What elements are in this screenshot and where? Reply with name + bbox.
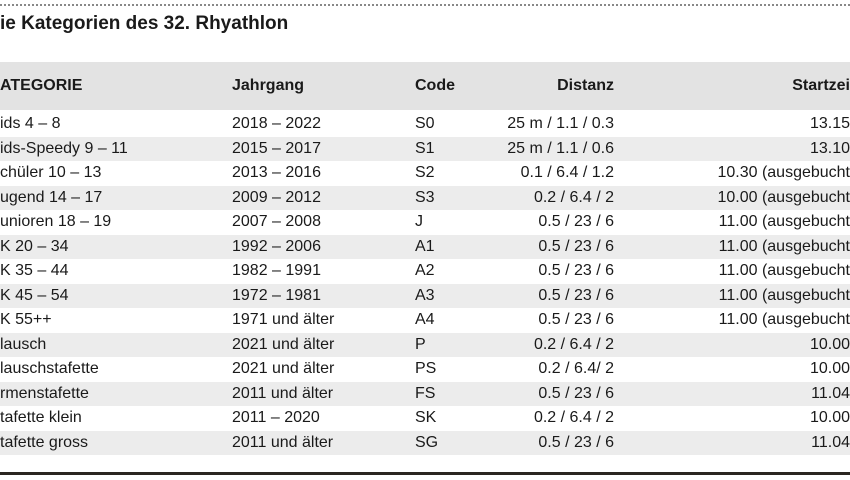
table-cell: 0.5 / 23 / 6 (538, 262, 614, 280)
table-cell: 0.2 / 6.4/ 2 (538, 360, 614, 378)
table-row: tafette gross 2011 und älter SG 0.5 / 23 / … (0, 430, 850, 455)
header-cell: Code (415, 77, 455, 94)
table-cell: ugend 14 – 17 (0, 188, 103, 206)
table-cell: lausch (0, 335, 47, 353)
header-cell: ATEGORIE (0, 77, 83, 94)
table-cell: 0.5 / 23 / 6 (538, 384, 614, 402)
table-cell: lauschstafette (0, 360, 99, 378)
table-cell: 11.00 (ausgebucht (718, 311, 850, 329)
table-cell: 0.2 / 6.4 / 2 (533, 409, 614, 427)
table-cell: K 45 – 54 (0, 286, 69, 304)
table-cell: 2007 – 2008 (232, 213, 321, 231)
table-cell: 11.00 (ausgebucht (718, 237, 850, 255)
table-title: ie Kategorien des 32. Rhyathlon (0, 13, 289, 34)
table-cell: S1 (415, 139, 435, 157)
table-row: ids 4 – 8 2018 – 2022 S0 25 m / 1.1 / 0.3 13… (0, 112, 850, 137)
table-row: K 45 – 54 1972 – 1981 A3 0.5 / 23 / 6 11.00 … (0, 283, 850, 308)
table-cell: 13.10 (809, 139, 850, 157)
table-cell: A1 (415, 237, 435, 255)
table-cell: 2021 und älter (232, 335, 335, 353)
table-cell: 2015 – 2017 (232, 139, 321, 157)
table-row: lausch 2021 und älter P 0.2 / 6.4 / 2 10.00 (0, 332, 850, 357)
table-cell: A2 (415, 262, 435, 280)
table-cell: 11.00 (ausgebucht (718, 286, 850, 304)
table-row: K 20 – 34 1992 – 2006 A1 0.5 / 23 / 6 11.00 … (0, 234, 850, 259)
table-cell: 10.00 (809, 360, 850, 378)
table-cell: ids-Speedy 9 – 11 (0, 139, 128, 157)
table-cell: 2021 und älter (232, 360, 335, 378)
table-row: K 35 – 44 1982 – 1991 A2 0.5 / 23 / 6 11.00 … (0, 259, 850, 284)
table-cell: 0.2 / 6.4 / 2 (533, 188, 614, 206)
table-cell: 0.5 / 23 / 6 (538, 237, 614, 255)
table-cell: 1971 und älter (232, 311, 335, 329)
table-cell: 11.00 (ausgebucht (718, 262, 850, 280)
table-cell: tafette klein (0, 409, 82, 427)
table-cell: A4 (415, 311, 435, 329)
table-cell: S2 (415, 164, 435, 182)
table-cell: 0.5 / 23 / 6 (538, 311, 614, 329)
header-cell: Jahrgang (232, 77, 305, 94)
table-row: unioren 18 – 19 2007 – 2008 J 0.5 / 23 / 6 1… (0, 210, 850, 235)
table-cell: K 55++ (0, 311, 52, 329)
table-cell: 2009 – 2012 (232, 188, 321, 206)
table-cell: 0.5 / 23 / 6 (538, 286, 614, 304)
header-cell: Distanz (557, 77, 614, 94)
table-cell: unioren 18 – 19 (0, 213, 112, 231)
table-cell: 2013 – 2016 (232, 164, 321, 182)
table-cell: tafette gross (0, 433, 89, 451)
table-cell: 25 m / 1.1 / 0.6 (507, 139, 614, 157)
table-cell: 0.1 / 6.4 / 1.2 (520, 164, 614, 182)
table-cell: S3 (415, 188, 435, 206)
table-cell: S0 (415, 115, 435, 133)
table-cell: 2018 – 2022 (232, 115, 321, 133)
table-row: tafette klein 2011 – 2020 SK 0.2 / 6.4 / 2 1… (0, 406, 850, 431)
table-cell: 10.00 (ausgebucht (717, 188, 850, 206)
table-row: ugend 14 – 17 2009 – 2012 S3 0.2 / 6.4 / 2 1… (0, 185, 850, 210)
table-cell: 0.5 / 23 / 6 (538, 213, 614, 231)
table-cell: J (415, 213, 423, 231)
table-cell: rmenstafette (0, 384, 89, 402)
table-cell: 0.2 / 6.4 / 2 (533, 335, 614, 353)
table-cell: P (415, 335, 426, 353)
table-row: lauschstafette 2021 und älter PS 0.2 / 6.4/… (0, 357, 850, 382)
table-cell: 2011 und älter (232, 433, 334, 451)
table-cell: K 35 – 44 (0, 262, 69, 280)
header-cell: Startzei (792, 77, 850, 94)
table-row: ids-Speedy 9 – 11 2015 – 2017 S1 25 m / 1.1… (0, 136, 850, 161)
table-cell: 11.04 (811, 433, 850, 451)
table-cell: K 20 – 34 (0, 237, 69, 255)
table-cell: 1982 – 1991 (232, 262, 321, 280)
table-cell: PS (415, 360, 437, 378)
table-row: rmenstafette 2011 und älter FS 0.5 / 23 / 6… (0, 381, 850, 406)
table-cell: 2011 und älter (232, 384, 334, 402)
table-cell: 25 m / 1.1 / 0.3 (507, 115, 614, 133)
table-cell: 10.00 (809, 409, 850, 427)
table-cell: 10.30 (ausgebucht (717, 164, 850, 182)
table-cell: 2011 – 2020 (232, 409, 320, 427)
table-cell: 11.00 (ausgebucht (718, 213, 850, 231)
table-cell: A3 (415, 286, 435, 304)
table-cell: FS (415, 384, 436, 402)
table-cell: 10.00 (809, 335, 850, 353)
table-cell: 11.04 (811, 384, 850, 402)
table-cell: ids 4 – 8 (0, 115, 61, 133)
table-cell: chüler 10 – 13 (0, 164, 102, 182)
table-cell: SG (415, 433, 439, 451)
table-header: ATEGORIE Jahrgang Code Distanz Startzei (0, 62, 850, 110)
dotted-rule (0, 4, 850, 6)
table-cell: 1992 – 2006 (232, 237, 321, 255)
table-cell: 13.15 (809, 115, 850, 133)
table-cell: 1972 – 1981 (232, 286, 321, 304)
table-row: K 55++ 1971 und älter A4 0.5 / 23 / 6 11.00 … (0, 308, 850, 333)
table-row: chüler 10 – 13 2013 – 2016 S2 0.1 / 6.4 / 1… (0, 161, 850, 186)
bottom-rule (0, 472, 850, 475)
table-cell: 0.5 / 23 / 6 (538, 433, 614, 451)
table-cell: SK (415, 409, 437, 427)
